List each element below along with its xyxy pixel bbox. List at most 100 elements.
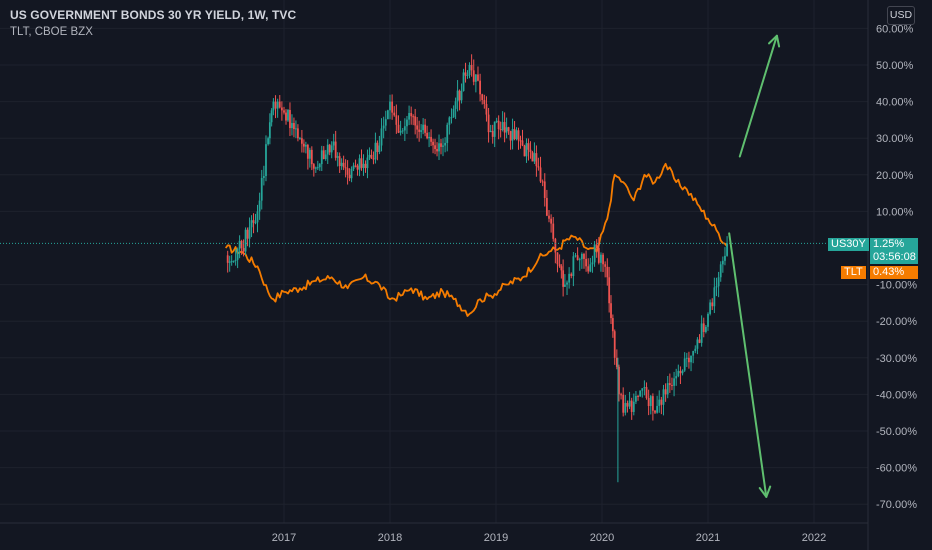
candle-body (410, 113, 413, 117)
us30y-candle (509, 130, 512, 150)
us30y-candle (362, 154, 365, 176)
us30y-candle (537, 157, 540, 171)
us30y-candle (593, 241, 596, 267)
us30y-candle (647, 389, 650, 416)
x-tick-label: 2018 (378, 532, 402, 544)
chart-subtitle: TLT, CBOE BZX (10, 26, 93, 38)
us30y-candle (236, 247, 239, 269)
us30y-candle (487, 107, 490, 143)
candle-body (354, 165, 357, 167)
candle-body (256, 211, 259, 223)
candle-body (304, 144, 307, 147)
arrow-down[interactable] (728, 232, 772, 498)
us30y-candle (570, 272, 573, 279)
candle-body (389, 101, 391, 111)
us30y-candle (483, 94, 486, 109)
candle-body (628, 400, 631, 407)
us30y-candle (622, 387, 625, 417)
us30y-candle (234, 249, 237, 266)
arrow-head (768, 34, 781, 48)
candle-body (497, 120, 500, 130)
candle-body (587, 266, 590, 272)
us30y-candle (424, 118, 427, 137)
x-tick-label: 2022 (802, 532, 826, 544)
price-axis[interactable]: 60.00% 50.00% 40.00% 30.00% 20.00% 10.00% -10.… (876, 23, 917, 511)
us30y-candle (511, 118, 514, 150)
candle-body (690, 355, 692, 363)
us30y-candle (395, 104, 398, 134)
candle-body (583, 253, 585, 259)
currency-button[interactable]: USD (887, 6, 915, 25)
us30y-candle (454, 97, 457, 120)
us30y-candle (525, 138, 528, 163)
us30y-candle (228, 255, 231, 272)
us30y-candle (630, 397, 633, 420)
us30y-candle (724, 247, 726, 266)
us30y-candle (474, 74, 477, 93)
us30y-candle (666, 376, 669, 399)
us30y-candle (572, 252, 575, 287)
us30y-candle (545, 189, 548, 217)
candle-body (519, 140, 522, 142)
candle-body (268, 122, 271, 139)
us30y-series (226, 54, 728, 483)
candle-body (378, 145, 381, 153)
us30y-candle (304, 141, 307, 154)
us30y-candle (278, 95, 281, 109)
candle-body (704, 326, 707, 332)
annotation-arrows[interactable] (728, 34, 781, 498)
candle-body (362, 163, 365, 168)
us30y-candle (683, 352, 686, 372)
us30y-candle (274, 95, 277, 119)
us30y-candle (721, 256, 724, 273)
candle-body (541, 181, 544, 183)
candle-body (297, 128, 299, 139)
candle-body (604, 264, 607, 267)
candle-body (491, 130, 494, 137)
candle-body (472, 70, 475, 82)
us30y-candle (326, 139, 329, 165)
candle-body (529, 149, 532, 153)
us30y-candle (554, 237, 557, 264)
candle-body (380, 128, 383, 146)
us30y-candle (566, 280, 568, 296)
x-tick-label: 2021 (696, 532, 720, 544)
us30y-candle (432, 138, 434, 154)
us30y-candle (558, 254, 561, 268)
us30y-candle (529, 141, 532, 159)
time-axis[interactable]: 2017 2018 2019 2020 2021 2022 (272, 532, 826, 544)
us30y-candle (702, 317, 705, 338)
candle-body (260, 178, 263, 201)
candle-body (566, 282, 568, 285)
candle-body (350, 168, 353, 179)
candle-body (558, 264, 561, 267)
us30y-candle (574, 252, 577, 258)
us30y-candle (527, 138, 530, 161)
candle-body (278, 101, 281, 108)
us30y-candle (428, 132, 430, 148)
us30y-candle (356, 163, 359, 176)
us30y-candle (350, 166, 353, 183)
us30y-candle (583, 252, 585, 269)
candle-body (574, 255, 577, 257)
us30y-candle (391, 94, 394, 120)
candle-body (660, 399, 663, 405)
us30y-candle (346, 160, 349, 185)
us30y-candle (690, 355, 692, 372)
us30y-candle (654, 410, 656, 415)
us30y-candle (696, 337, 699, 355)
candle-body (568, 273, 571, 283)
candle-body (232, 260, 235, 262)
candle-body (624, 403, 627, 413)
us30y-candle (322, 146, 325, 160)
us30y-candle (330, 141, 333, 159)
us30y-candle (681, 369, 684, 376)
candle-body (252, 220, 255, 223)
us30y-candle (700, 315, 703, 347)
us30y-candle (610, 295, 612, 325)
us30y-candle (624, 394, 627, 416)
tlt-series (224, 162, 728, 317)
arrow-up[interactable] (738, 34, 781, 158)
candle-body (483, 100, 486, 105)
